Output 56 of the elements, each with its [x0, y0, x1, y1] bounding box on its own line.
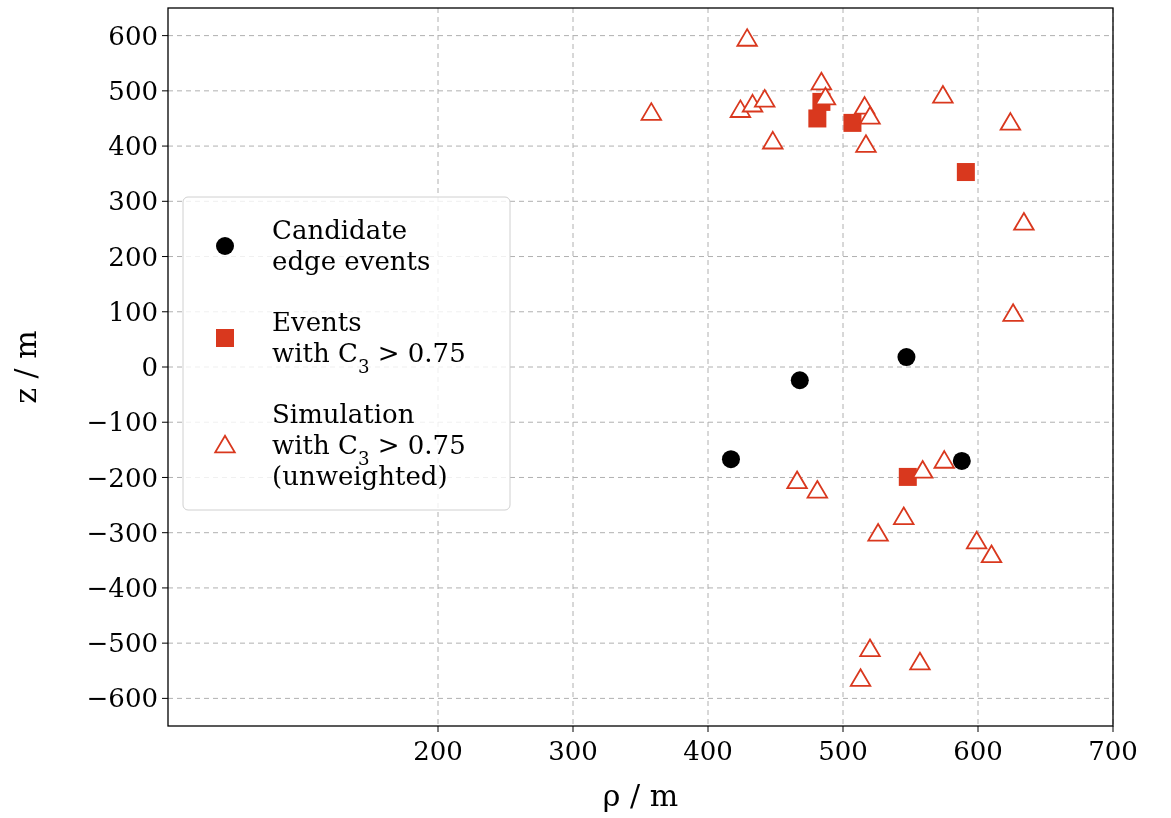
- point: [1013, 212, 1035, 231]
- point: [762, 130, 784, 150]
- point: [721, 450, 740, 469]
- y-axis-title: z / m: [8, 330, 43, 404]
- point: [786, 470, 808, 490]
- point: [965, 530, 988, 550]
- point: [952, 451, 971, 470]
- x-tick-label: 400: [683, 736, 733, 766]
- point: [808, 109, 827, 128]
- point: [814, 86, 837, 106]
- y-tick-label: 400: [108, 131, 158, 162]
- y-tick-label: 100: [108, 296, 158, 327]
- y-tick-label: −200: [86, 462, 158, 493]
- point: [867, 523, 889, 542]
- x-tick-label: 500: [818, 736, 868, 766]
- point: [754, 89, 776, 108]
- point: [893, 506, 915, 525]
- point: [790, 371, 809, 390]
- point: [640, 102, 662, 121]
- y-tick-label: 0: [141, 352, 158, 383]
- point: [999, 112, 1022, 131]
- point: [843, 113, 862, 132]
- point: [849, 668, 872, 687]
- y-tick-label: 200: [108, 241, 158, 272]
- point: [956, 163, 975, 182]
- point: [909, 651, 931, 671]
- y-tick-label: 300: [108, 186, 158, 217]
- point: [933, 450, 955, 469]
- point: [897, 348, 916, 367]
- point: [859, 638, 881, 657]
- x-tick-label: 700: [1088, 736, 1138, 766]
- point: [980, 544, 1003, 564]
- legend-label: Simulation with C$_{3}$ > 0.75 (unweighted): [272, 399, 466, 491]
- y-tick-label: 500: [108, 75, 158, 106]
- y-tick-label: −400: [86, 573, 158, 604]
- legend-label: Candidate edge events: [272, 215, 431, 276]
- legend-label: Events with C$_{3}$ > 0.75: [272, 307, 466, 377]
- y-tick-label: 600: [108, 20, 158, 51]
- y-tick-label: −100: [86, 407, 158, 438]
- x-axis-title: ρ / m: [602, 778, 679, 813]
- point: [806, 480, 829, 499]
- y-tick-label: −600: [86, 683, 158, 714]
- point: [1002, 303, 1024, 322]
- point: [855, 134, 877, 153]
- point: [911, 460, 934, 479]
- y-tick-label: −300: [86, 517, 158, 548]
- point: [932, 85, 954, 104]
- x-tick-label: 300: [548, 736, 598, 766]
- point: [810, 71, 833, 91]
- point: [859, 106, 881, 125]
- point: [898, 467, 917, 486]
- x-tick-label: 600: [953, 736, 1003, 766]
- point: [729, 99, 752, 118]
- x-tick-label: 200: [413, 736, 463, 766]
- y-tick-label: −500: [86, 628, 158, 659]
- point: [736, 28, 758, 47]
